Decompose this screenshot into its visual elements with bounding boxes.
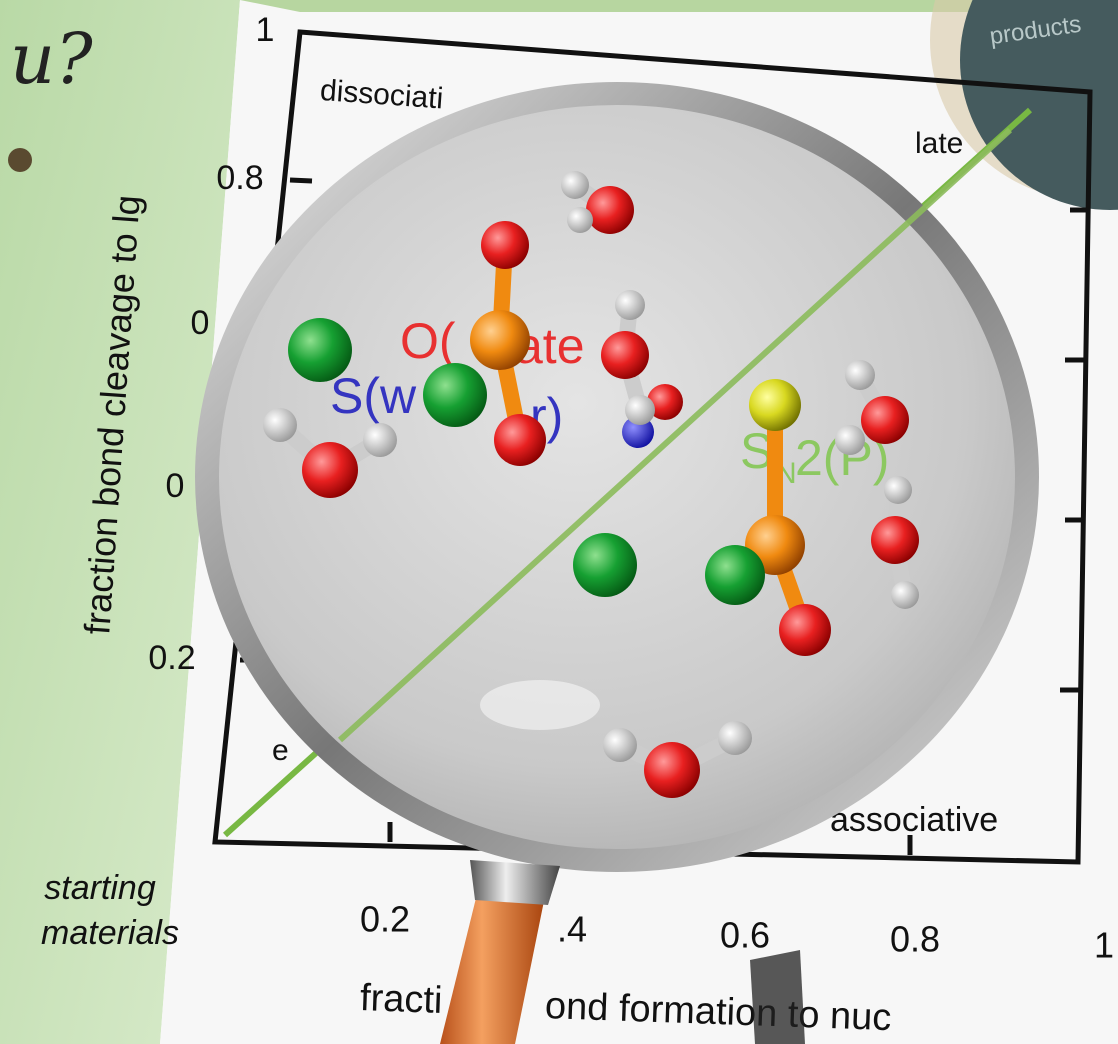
- spot: [8, 148, 32, 172]
- y-tick-label: 0.2: [148, 639, 195, 677]
- start-label: starting materials: [41, 869, 179, 952]
- corner-label: late: [915, 127, 963, 160]
- x-tick-label: .4: [557, 909, 587, 950]
- ferrule: [470, 860, 560, 905]
- corner-label: associative: [830, 801, 998, 839]
- x-tick-label: 0.8: [890, 919, 940, 960]
- lens: [219, 105, 1015, 849]
- x-tick-label: 0.6: [720, 915, 770, 956]
- y-tick-label: 0: [191, 304, 210, 342]
- region-label: S(w: [330, 368, 417, 424]
- corner-label: e: [272, 734, 289, 767]
- y-tick-label: 1: [256, 11, 275, 49]
- x-tick-label: 0.2: [360, 899, 410, 940]
- handle: [440, 890, 545, 1044]
- start-label-line: materials: [41, 914, 179, 952]
- start-label-line: starting: [44, 869, 156, 907]
- lens-glare: [480, 680, 600, 730]
- molecules: [263, 171, 919, 798]
- x-axis-label: fracti: [359, 977, 443, 1022]
- y-tick-label: 0.8: [216, 159, 263, 197]
- shadow: [750, 950, 805, 1044]
- region-label: O(: [400, 313, 456, 369]
- products-disc: [960, 0, 1118, 210]
- x-tick-label: 1: [1094, 925, 1114, 966]
- handwriting: u?: [10, 18, 93, 100]
- lens-diagonal: [337, 127, 1013, 743]
- green-strip: [240, 0, 1118, 12]
- y-tick-label: 0: [166, 467, 185, 505]
